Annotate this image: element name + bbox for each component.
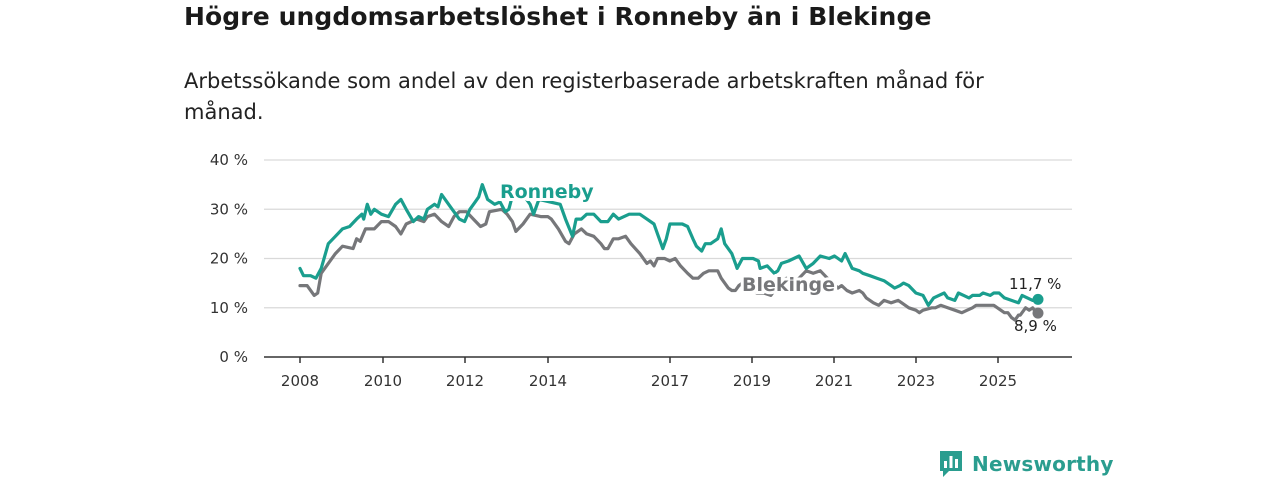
chart-title: Högre ungdomsarbetslöshet i Ronneby än i… (184, 2, 932, 31)
x-tick-label: 2019 (733, 372, 771, 390)
series-label-ronneby: Ronneby (500, 181, 594, 203)
newsworthy-logo-text: Newsworthy (972, 452, 1114, 476)
x-tick-label: 2008 (281, 372, 319, 390)
x-tick-label: 2023 (897, 372, 935, 390)
y-tick-label: 30 % (210, 200, 248, 218)
y-tick-label: 0 % (219, 348, 248, 366)
end-label-blekinge: 8,9 % (1014, 317, 1057, 335)
chart-subtitle: Arbetssökande som andel av den registerb… (184, 69, 984, 124)
x-tick-label: 2010 (364, 372, 402, 390)
y-tick-label: 10 % (210, 299, 248, 317)
series-line-ronneby (298, 183, 1040, 307)
x-tick-label: 2021 (815, 372, 853, 390)
newsworthy-logo-icon (940, 451, 962, 477)
x-tick-label: 2017 (651, 372, 689, 390)
series-label-blekinge: Blekinge (742, 274, 835, 296)
end-point-ronneby (1032, 293, 1044, 305)
newsworthy-logo[interactable]: Newsworthy (938, 449, 1114, 479)
x-tick-label: 2012 (446, 372, 484, 390)
y-tick-label: 20 % (210, 250, 248, 268)
end-label-ronneby: 11,7 % (1009, 275, 1061, 293)
series-line-blekinge (298, 207, 1040, 322)
y-tick-label: 40 % (210, 151, 248, 169)
x-tick-label: 2025 (979, 372, 1017, 390)
x-tick-label: 2014 (529, 372, 567, 390)
end-point-blekinge (1032, 307, 1044, 319)
